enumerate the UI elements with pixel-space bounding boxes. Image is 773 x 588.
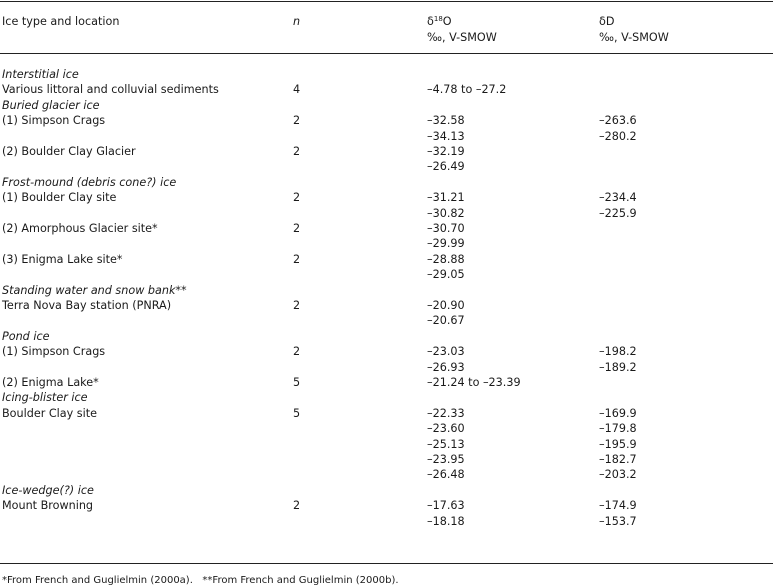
- location-label: (1) Simpson Crags: [2, 345, 106, 358]
- sample-count: 2: [293, 345, 301, 358]
- ice-type-heading: Ice-wedge(?) ice: [2, 484, 94, 497]
- location-label: (3) Enigma Lake site*: [2, 253, 123, 266]
- dd-value: –169.9: [599, 407, 637, 420]
- ice-type-heading: Standing water and snow bank**: [2, 284, 187, 297]
- d18o-value: –4.78 to –27.2: [427, 83, 507, 96]
- d18o-value: –30.70: [427, 222, 465, 235]
- ice-type-heading: Icing-blister ice: [2, 391, 88, 404]
- header-d18o-unit: ‰, V-SMOW: [427, 31, 497, 44]
- sample-count: 2: [293, 299, 301, 312]
- d18o-value: –32.58: [427, 114, 465, 127]
- ice-type-heading: Interstitial ice: [2, 68, 79, 81]
- d18o-value: –30.82: [427, 207, 465, 220]
- d18o-value: –22.33: [427, 407, 465, 420]
- sample-count: 4: [293, 83, 301, 96]
- top-rule: [0, 1, 773, 2]
- header-d18o-element: O: [442, 15, 452, 28]
- d18o-value: –26.48: [427, 468, 465, 481]
- d18o-value: –34.13: [427, 130, 465, 143]
- d18o-value: –17.63: [427, 499, 465, 512]
- location-label: Mount Browning: [2, 499, 94, 512]
- location-label: (1) Simpson Crags: [2, 114, 106, 127]
- location-label: Terra Nova Bay station (PNRA): [2, 299, 172, 312]
- dd-value: –174.9: [599, 499, 637, 512]
- sample-count: 2: [293, 145, 301, 158]
- d18o-value: –18.18: [427, 515, 465, 528]
- location-label: (1) Boulder Clay site: [2, 191, 117, 204]
- d18o-value: –29.99: [427, 237, 465, 250]
- header-rule: [0, 53, 773, 54]
- dd-value: –179.8: [599, 422, 637, 435]
- sample-count: 2: [293, 253, 301, 266]
- sample-count: 2: [293, 191, 301, 204]
- dd-value: –153.7: [599, 515, 637, 528]
- d18o-value: –32.19: [427, 145, 465, 158]
- header-dd: δD: [599, 15, 615, 28]
- dd-value: –263.6: [599, 114, 637, 127]
- footnote: *From French and Guglielmin (2000a). **F…: [2, 575, 399, 586]
- d18o-value: –23.95: [427, 453, 465, 466]
- header-d18o-superscript: 18: [433, 15, 443, 23]
- location-label: Various littoral and colluvial sediments: [2, 83, 219, 96]
- location-label: (2) Enigma Lake*: [2, 376, 99, 389]
- sample-count: 2: [293, 114, 301, 127]
- header-dd-unit: ‰, V-SMOW: [599, 31, 669, 44]
- dd-value: –182.7: [599, 453, 637, 466]
- header-n: n: [293, 15, 301, 28]
- bottom-rule: [0, 563, 773, 564]
- ice-type-heading: Frost-mound (debris cone?) ice: [2, 176, 177, 189]
- sample-count: 5: [293, 407, 301, 420]
- location-label: (2) Amorphous Glacier site*: [2, 222, 158, 235]
- d18o-value: –31.21: [427, 191, 465, 204]
- d18o-value: –20.90: [427, 299, 465, 312]
- d18o-value: –29.05: [427, 268, 465, 281]
- d18o-value: –21.24 to –23.39: [427, 376, 521, 389]
- location-label: Boulder Clay site: [2, 407, 98, 420]
- d18o-value: –20.67: [427, 314, 465, 327]
- header-d18o-delta: δ: [427, 15, 434, 28]
- d18o-value: –28.88: [427, 253, 465, 266]
- location-label: (2) Boulder Clay Glacier: [2, 145, 136, 158]
- d18o-value: –25.13: [427, 438, 465, 451]
- ice-type-heading: Pond ice: [2, 330, 50, 343]
- dd-value: –195.9: [599, 438, 637, 451]
- ice-type-heading: Buried glacier ice: [2, 99, 100, 112]
- header-d18o: δ18O: [427, 15, 452, 28]
- sample-count: 2: [293, 222, 301, 235]
- dd-value: –198.2: [599, 345, 637, 358]
- d18o-value: –23.03: [427, 345, 465, 358]
- header-ice-type: Ice type and location: [2, 15, 120, 28]
- d18o-value: –26.49: [427, 160, 465, 173]
- sample-count: 2: [293, 499, 301, 512]
- d18o-value: –23.60: [427, 422, 465, 435]
- sample-count: 5: [293, 376, 301, 389]
- d18o-value: –26.93: [427, 361, 465, 374]
- dd-value: –189.2: [599, 361, 637, 374]
- dd-value: –225.9: [599, 207, 637, 220]
- dd-value: –280.2: [599, 130, 637, 143]
- dd-value: –203.2: [599, 468, 637, 481]
- dd-value: –234.4: [599, 191, 637, 204]
